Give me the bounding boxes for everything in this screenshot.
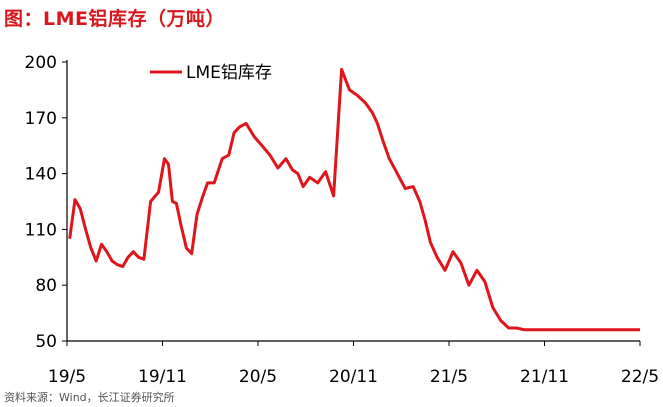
y-tick-label: 200 [25,53,57,73]
legend: LME铝库存 [150,63,272,83]
series-line [68,67,640,332]
y-tick-label: 110 [25,220,57,240]
y-tick-label: 80 [35,276,57,296]
x-tick-label: 20/5 [239,367,277,387]
source-note: 资料来源：Wind，长江证券研究所 [4,391,175,404]
series-group [68,67,640,332]
x-tick-label: 20/11 [329,367,378,387]
chart-title: 图：LME铝库存（万吨） [4,8,225,30]
x-tick-labels: 19/5 19/11 20/5 20/11 21/5 21/11 22/5 [48,367,659,387]
axes [62,60,641,346]
x-tick-label: 19/11 [138,367,187,387]
y-tick-label: 50 [35,332,57,352]
y-tick-label: 140 [25,165,57,185]
legend-label: LME铝库存 [186,63,272,83]
x-tick-label: 19/5 [48,367,86,387]
x-tick-label: 21/11 [520,367,569,387]
x-tick-label: 21/5 [430,367,468,387]
x-tick-label: 22/5 [621,367,659,387]
y-tick-labels: 50 80 110 140 170 200 [25,53,57,352]
y-tick-label: 170 [25,109,57,129]
